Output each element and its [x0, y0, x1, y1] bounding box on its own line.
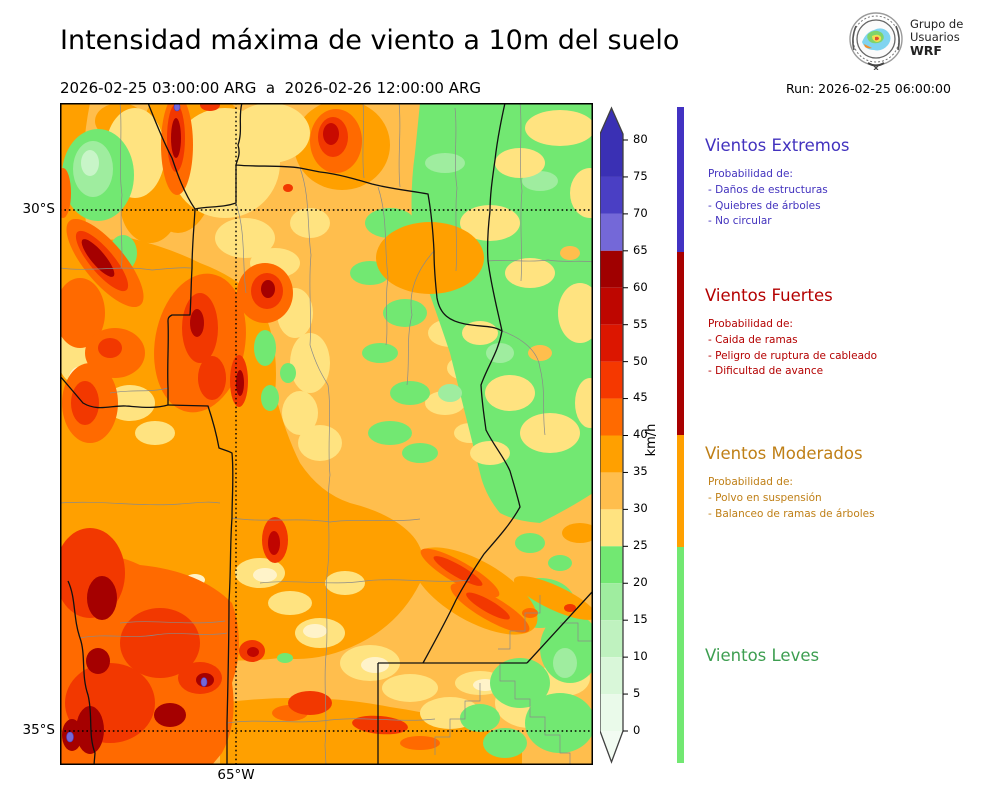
legend-section-leves: Vientos Leves: [705, 646, 985, 665]
legend-section-moderados: Vientos Moderados Probabilidad de: - Pol…: [705, 444, 985, 522]
legend-item: Probabilidad de:: [708, 318, 793, 330]
legend-bar-leves: [677, 547, 684, 763]
tick-5: 5: [633, 686, 641, 700]
tick-0: 0: [633, 723, 641, 737]
graticule-lines: [60, 103, 593, 765]
department-boundaries: [59, 102, 594, 766]
tick-60: 60: [633, 280, 648, 294]
map-canvas: [55, 83, 610, 766]
tick-55: 55: [633, 317, 648, 331]
logo-line-3: WRF: [910, 43, 942, 58]
legend-item: Probabilidad de:: [708, 476, 793, 488]
legend-bar-moderados: [677, 435, 684, 547]
province-boundaries: [59, 102, 594, 766]
tick-40: 40: [633, 427, 648, 441]
colorbar-unit-label: km/h: [644, 423, 659, 457]
colorbar-top-arrow: [600, 108, 623, 140]
legend-item: Probabilidad de:: [708, 168, 793, 180]
logo-line-1: Grupo de: [910, 17, 964, 31]
tick-20: 20: [633, 575, 648, 589]
legend-item: - Caida de ramas: [708, 333, 798, 346]
globe-emblem-icon: [849, 12, 903, 70]
tick-15: 15: [633, 612, 648, 626]
legend-item: - Dificultad de avance: [708, 365, 824, 378]
tick-45: 45: [633, 390, 648, 404]
tick-70: 70: [633, 206, 648, 220]
legend-title-fuertes: Vientos Fuertes: [705, 286, 833, 305]
legend-item: - Daños de estructuras: [708, 183, 828, 196]
legend-title-extremos: Vientos Extremos: [705, 136, 850, 155]
tick-30: 30: [633, 501, 648, 515]
legend-item: - No circular: [708, 215, 772, 228]
wind-intensity-field: [55, 83, 610, 765]
legend-item: - Balanceo de ramas de árboles: [708, 507, 875, 520]
page-title: Intensidad máxima de viento a 10m del su…: [60, 25, 680, 56]
wind-intensity-map: [55, 83, 610, 766]
colorbar-bottom-arrow: [600, 731, 623, 762]
logo-line-2: Usuarios: [910, 30, 960, 44]
model-run-timestamp: Run: 2026-02-25 06:00:00: [786, 81, 951, 96]
colorbar: [599, 105, 675, 771]
valid-period: 2026-02-25 03:00:00 ARG a 2026-02-26 12:…: [60, 79, 482, 97]
legend-item: - Polvo en suspensión: [708, 491, 822, 504]
map-frame: [60, 103, 593, 765]
legend-title-moderados: Vientos Moderados: [705, 444, 863, 463]
lon-label-65w: 65°W: [217, 767, 255, 783]
tick-50: 50: [633, 354, 648, 368]
tick-65: 65: [633, 243, 648, 257]
wrf-users-group-logo: Grupo de Usuarios WRF: [848, 10, 963, 70]
legend-item: - Peligro de ruptura de cableado: [708, 349, 878, 362]
tick-10: 10: [633, 649, 648, 663]
lat-label-30s: 30°S: [22, 201, 56, 217]
legend-title-leves: Vientos Leves: [705, 646, 820, 665]
legend-bar-extremos: [677, 107, 684, 252]
tick-80: 80: [633, 132, 648, 146]
legend-section-extremos: Vientos Extremos Probabilidad de: - Daño…: [705, 136, 985, 230]
legend-bar-fuertes: [677, 252, 684, 435]
lat-label-35s: 35°S: [22, 722, 56, 738]
tick-25: 25: [633, 538, 648, 552]
tick-75: 75: [633, 169, 648, 183]
tick-35: 35: [633, 464, 648, 478]
legend-severity-bar: [677, 107, 685, 767]
legend-section-fuertes: Vientos Fuertes Probabilidad de: - Caida…: [705, 286, 985, 380]
legend-item: - Quiebres de árboles: [708, 199, 821, 212]
